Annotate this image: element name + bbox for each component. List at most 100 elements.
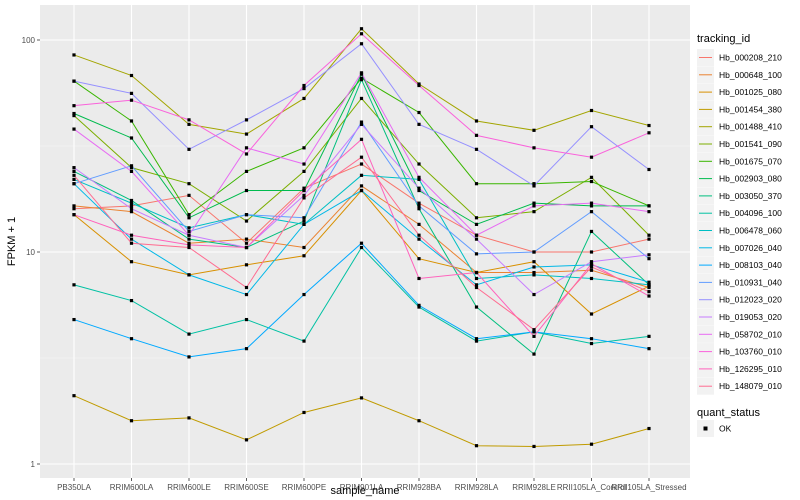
data-point [244, 152, 249, 156]
data-point [647, 253, 651, 257]
data-point [647, 237, 651, 241]
legend-title-quant-status: quant_status [697, 407, 760, 419]
data-point [359, 162, 364, 166]
data-point [129, 91, 134, 95]
data-point [244, 347, 249, 351]
data-point [359, 184, 364, 188]
data-point [589, 204, 594, 208]
data-point [647, 334, 651, 338]
legend-label: Hb_006478_060 [719, 226, 782, 236]
data-point [187, 245, 191, 250]
legend-label: OK [719, 424, 732, 434]
data-point [359, 396, 364, 400]
data-point [302, 410, 306, 415]
data-point [417, 222, 421, 226]
data-point [244, 213, 249, 217]
data-point [589, 442, 594, 446]
data-point [244, 132, 249, 136]
data-point [647, 257, 651, 261]
data-point [244, 292, 249, 297]
data-point [532, 352, 536, 356]
data-point [647, 210, 651, 214]
legend-label: Hb_001454_380 [719, 104, 782, 114]
x-tick-label: RRIM600LE [167, 483, 211, 492]
data-point [417, 188, 421, 193]
data-point [129, 169, 134, 173]
legend-label: Hb_126295_010 [719, 364, 782, 374]
data-point [532, 334, 536, 338]
data-point [417, 175, 421, 179]
data-point [244, 245, 249, 250]
data-point [187, 193, 191, 197]
data-point [532, 330, 536, 334]
data-point [72, 79, 76, 83]
data-point [359, 32, 364, 36]
data-point [187, 233, 191, 237]
data-point [72, 177, 76, 182]
data-point [359, 137, 364, 141]
data-point [359, 122, 364, 126]
data-point [417, 233, 421, 237]
data-point [129, 233, 134, 237]
data-point [417, 162, 421, 166]
data-point [647, 204, 651, 208]
data-point [417, 122, 421, 126]
data-point [129, 207, 134, 211]
data-point [647, 283, 651, 287]
data-point [474, 216, 479, 220]
data-point [129, 210, 134, 214]
data-point [187, 213, 191, 217]
data-point [187, 182, 191, 186]
data-point [589, 337, 594, 341]
data-point [589, 155, 594, 159]
data-point [532, 292, 536, 297]
x-axis-title: sample_name [330, 485, 399, 497]
data-point [72, 111, 76, 116]
data-point [532, 444, 536, 449]
data-point [589, 276, 594, 281]
x-axis: PB350LA RRIM600LA RRIM600LE RRIM600SE RRIM60… [57, 478, 687, 492]
legend-label: Hb_003050_370 [719, 191, 782, 201]
data-point [72, 182, 76, 186]
data-points [72, 27, 651, 449]
data-point [474, 147, 479, 151]
data-point [187, 273, 191, 277]
data-point [417, 204, 421, 208]
data-point [532, 328, 536, 332]
data-point [72, 169, 76, 173]
data-point [302, 339, 306, 343]
data-point [532, 201, 536, 205]
data-point [647, 167, 651, 172]
data-point [532, 204, 536, 208]
legend-label: Hb_008103_040 [719, 260, 782, 270]
data-point [474, 119, 479, 123]
x-tick-label: RRIM928BA [397, 483, 442, 492]
y-tick-label: 100 [22, 36, 36, 45]
data-point [302, 196, 306, 200]
data-point [589, 175, 594, 179]
data-point [129, 198, 134, 203]
data-point [244, 438, 249, 442]
data-point [532, 265, 536, 269]
data-point [474, 444, 479, 448]
data-point [474, 283, 479, 287]
legend-label: Hb_007026_040 [719, 243, 782, 253]
y-tick-label: 10 [26, 248, 35, 257]
legend-label: Hb_103760_010 [719, 347, 782, 357]
data-point [72, 204, 76, 208]
data-point [589, 108, 594, 113]
data-point [589, 250, 594, 254]
legend-label: Hb_000648_100 [719, 70, 782, 80]
data-point [244, 237, 249, 241]
data-point [187, 229, 191, 234]
data-point [417, 257, 421, 261]
plot-panel [40, 5, 690, 478]
data-point [187, 118, 191, 122]
data-point [187, 226, 191, 230]
legend-label: Hb_002903_080 [719, 174, 782, 184]
x-tick-label: RRIM928LE [512, 483, 556, 492]
legend-label: Hb_000208_210 [719, 53, 782, 63]
data-point [244, 188, 249, 193]
x-tick-label: RRIM600SE [224, 483, 268, 492]
